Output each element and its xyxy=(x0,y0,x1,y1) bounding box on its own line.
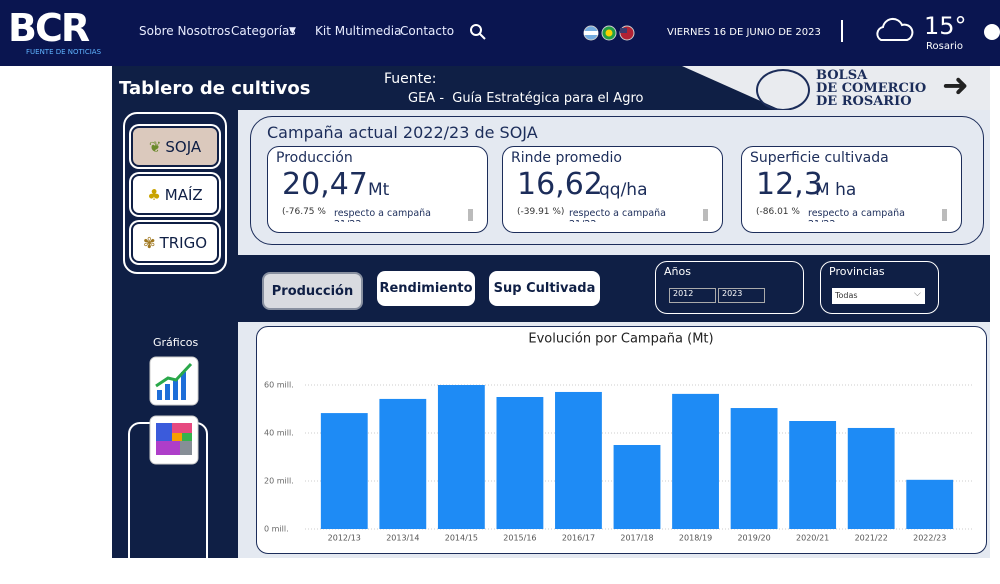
page: BCR FUENTE DE NOTICIAS Sobre Nosotros Ca… xyxy=(0,0,1000,569)
crop-icon: ❦ xyxy=(149,138,162,156)
language-flags[interactable] xyxy=(582,24,638,42)
crop-icon: ♣ xyxy=(147,186,160,204)
kpi-card: Superficie cultivada 12,3 M ha (-86.01 %… xyxy=(741,146,962,233)
scrollbar xyxy=(942,209,947,221)
x-tick-label: 2019/20 xyxy=(737,534,770,543)
kpi-value: 16,62 xyxy=(517,167,603,202)
crop-button[interactable]: ✾TRIGO xyxy=(131,222,219,263)
kpi-value: 12,3 xyxy=(756,167,823,202)
menu-item[interactable]: Contacto xyxy=(400,24,454,38)
year-input[interactable]: 2023 xyxy=(718,288,765,303)
top-nav: BCR FUENTE DE NOTICIAS Sobre Nosotros Ca… xyxy=(0,0,1000,66)
kpi-card: Producción 20,47 Mt (-76.75 % respecto a… xyxy=(267,146,488,233)
crop-button[interactable]: ❦SOJA xyxy=(131,126,219,167)
kpi-note: respecto a campaña 21/22 xyxy=(569,208,681,222)
treemap-button[interactable] xyxy=(149,415,199,465)
menu-item[interactable]: Sobre Nosotros xyxy=(139,24,230,38)
y-tick-label: 20 mill. xyxy=(264,477,294,486)
kpi-unit: Mt xyxy=(368,180,389,200)
crop-icon: ✾ xyxy=(143,234,156,252)
chart-title: Evolución por Campaña (Mt) xyxy=(528,332,713,347)
bar xyxy=(438,385,485,529)
x-tick-label: 2020/21 xyxy=(796,534,829,543)
bar xyxy=(555,392,602,529)
bar xyxy=(672,394,719,529)
x-tick-label: 2017/18 xyxy=(620,534,653,543)
x-tick-label: 2018/19 xyxy=(679,534,712,543)
city: Rosario xyxy=(926,41,963,52)
provinces-label: Provincias xyxy=(829,265,885,278)
x-tick-label: 2014/15 xyxy=(445,534,478,543)
scrollbar xyxy=(468,209,473,221)
kpi-label: Producción xyxy=(276,150,353,166)
province-select[interactable]: Todas xyxy=(832,288,925,304)
bar xyxy=(789,421,836,529)
kpi-change: (-86.01 % xyxy=(756,207,800,217)
y-tick-label: 60 mill. xyxy=(264,381,294,390)
bar xyxy=(906,480,953,529)
temperature: 15° xyxy=(924,12,967,40)
years-label: Años xyxy=(664,265,691,278)
crop-button[interactable]: ♣ MAÍZ xyxy=(131,174,219,215)
x-tick-label: 2021/22 xyxy=(855,534,888,543)
menu-item[interactable]: Kit Multimedia xyxy=(315,24,401,38)
years-filter: Años 2012 2023 xyxy=(655,261,804,314)
institution-name: BOLSA DE COMERCIO DE ROSARIO xyxy=(816,69,926,108)
x-tick-label: 2013/14 xyxy=(386,534,419,543)
social-icon[interactable] xyxy=(984,24,1000,40)
crop-label: MAÍZ xyxy=(165,186,203,204)
kpi-change: (-39.91 %) xyxy=(517,207,564,217)
kpi-unit: M ha xyxy=(815,180,856,200)
kpi-card: Rinde promedio 16,62 qq/ha (-39.91 %) re… xyxy=(502,146,723,233)
x-tick-label: 2016/17 xyxy=(562,534,595,543)
kpi-note: respecto a campaña 21/22 xyxy=(808,208,920,222)
x-tick-label: 2012/13 xyxy=(328,534,361,543)
divider xyxy=(841,20,843,42)
source-label: Fuente: xyxy=(384,71,436,87)
dashboard-header: Tablero de cultivos Fuente: GEA - Guía E… xyxy=(112,66,990,110)
y-tick-label: 40 mill. xyxy=(264,429,294,438)
bar xyxy=(848,428,895,529)
date: VIERNES 16 DE JUNIO DE 2023 xyxy=(667,27,821,38)
crop-label: TRIGO xyxy=(160,234,207,252)
x-tick-label: 2015/16 xyxy=(503,534,536,543)
chart: Evolución por Campaña (Mt) 0 mill. 20 mil… xyxy=(256,326,985,552)
crop-label: SOJA xyxy=(165,138,201,156)
search-icon[interactable] xyxy=(469,23,487,41)
kpi-title: Campaña actual 2022/23 de SOJA xyxy=(267,123,538,142)
kpi-unit: qq/ha xyxy=(599,180,648,200)
dashboard-title: Tablero de cultivos xyxy=(119,78,310,99)
line-chart-button[interactable] xyxy=(149,356,199,406)
bar xyxy=(731,408,778,529)
dropdown-caret: ▼ xyxy=(289,26,296,36)
province-filter: Provincias Todas ⌵ xyxy=(820,261,939,314)
kpi-value: 20,47 xyxy=(282,167,368,202)
kpi-note: respecto a campaña 21/22 xyxy=(334,208,446,222)
scrollbar xyxy=(703,209,708,221)
weather-icon xyxy=(873,14,917,44)
select-caret: ⌵ xyxy=(914,289,921,299)
kpi-label: Rinde promedio xyxy=(511,150,622,166)
y-tick-label: 0 mill. xyxy=(264,525,289,534)
bar xyxy=(496,397,543,529)
source: GEA - Guía Estratégica para el Agro xyxy=(408,91,643,106)
menu-item[interactable]: Categorías xyxy=(231,24,296,38)
x-tick-label: 2022/23 xyxy=(913,534,946,543)
kpi-label: Superficie cultivada xyxy=(750,150,889,166)
year-input[interactable]: 2012 xyxy=(669,288,716,303)
kpi-change: (-76.75 % xyxy=(282,207,326,217)
tagline: FUENTE DE NOTICIAS xyxy=(26,48,101,56)
bar xyxy=(614,445,661,529)
logo[interactable]: BCR xyxy=(8,6,88,50)
graphs-label: Gráficos xyxy=(153,336,198,349)
metric-button[interactable]: Producción xyxy=(262,272,363,310)
next-arrow[interactable]: ➜ xyxy=(942,66,969,104)
institution-seal xyxy=(756,69,810,111)
bar xyxy=(379,399,426,529)
metric-button[interactable]: Sup Cultivada xyxy=(489,271,600,306)
institution-line: DE ROSARIO xyxy=(816,95,926,108)
metric-button[interactable]: Rendimiento xyxy=(377,271,475,306)
bar xyxy=(321,413,368,529)
